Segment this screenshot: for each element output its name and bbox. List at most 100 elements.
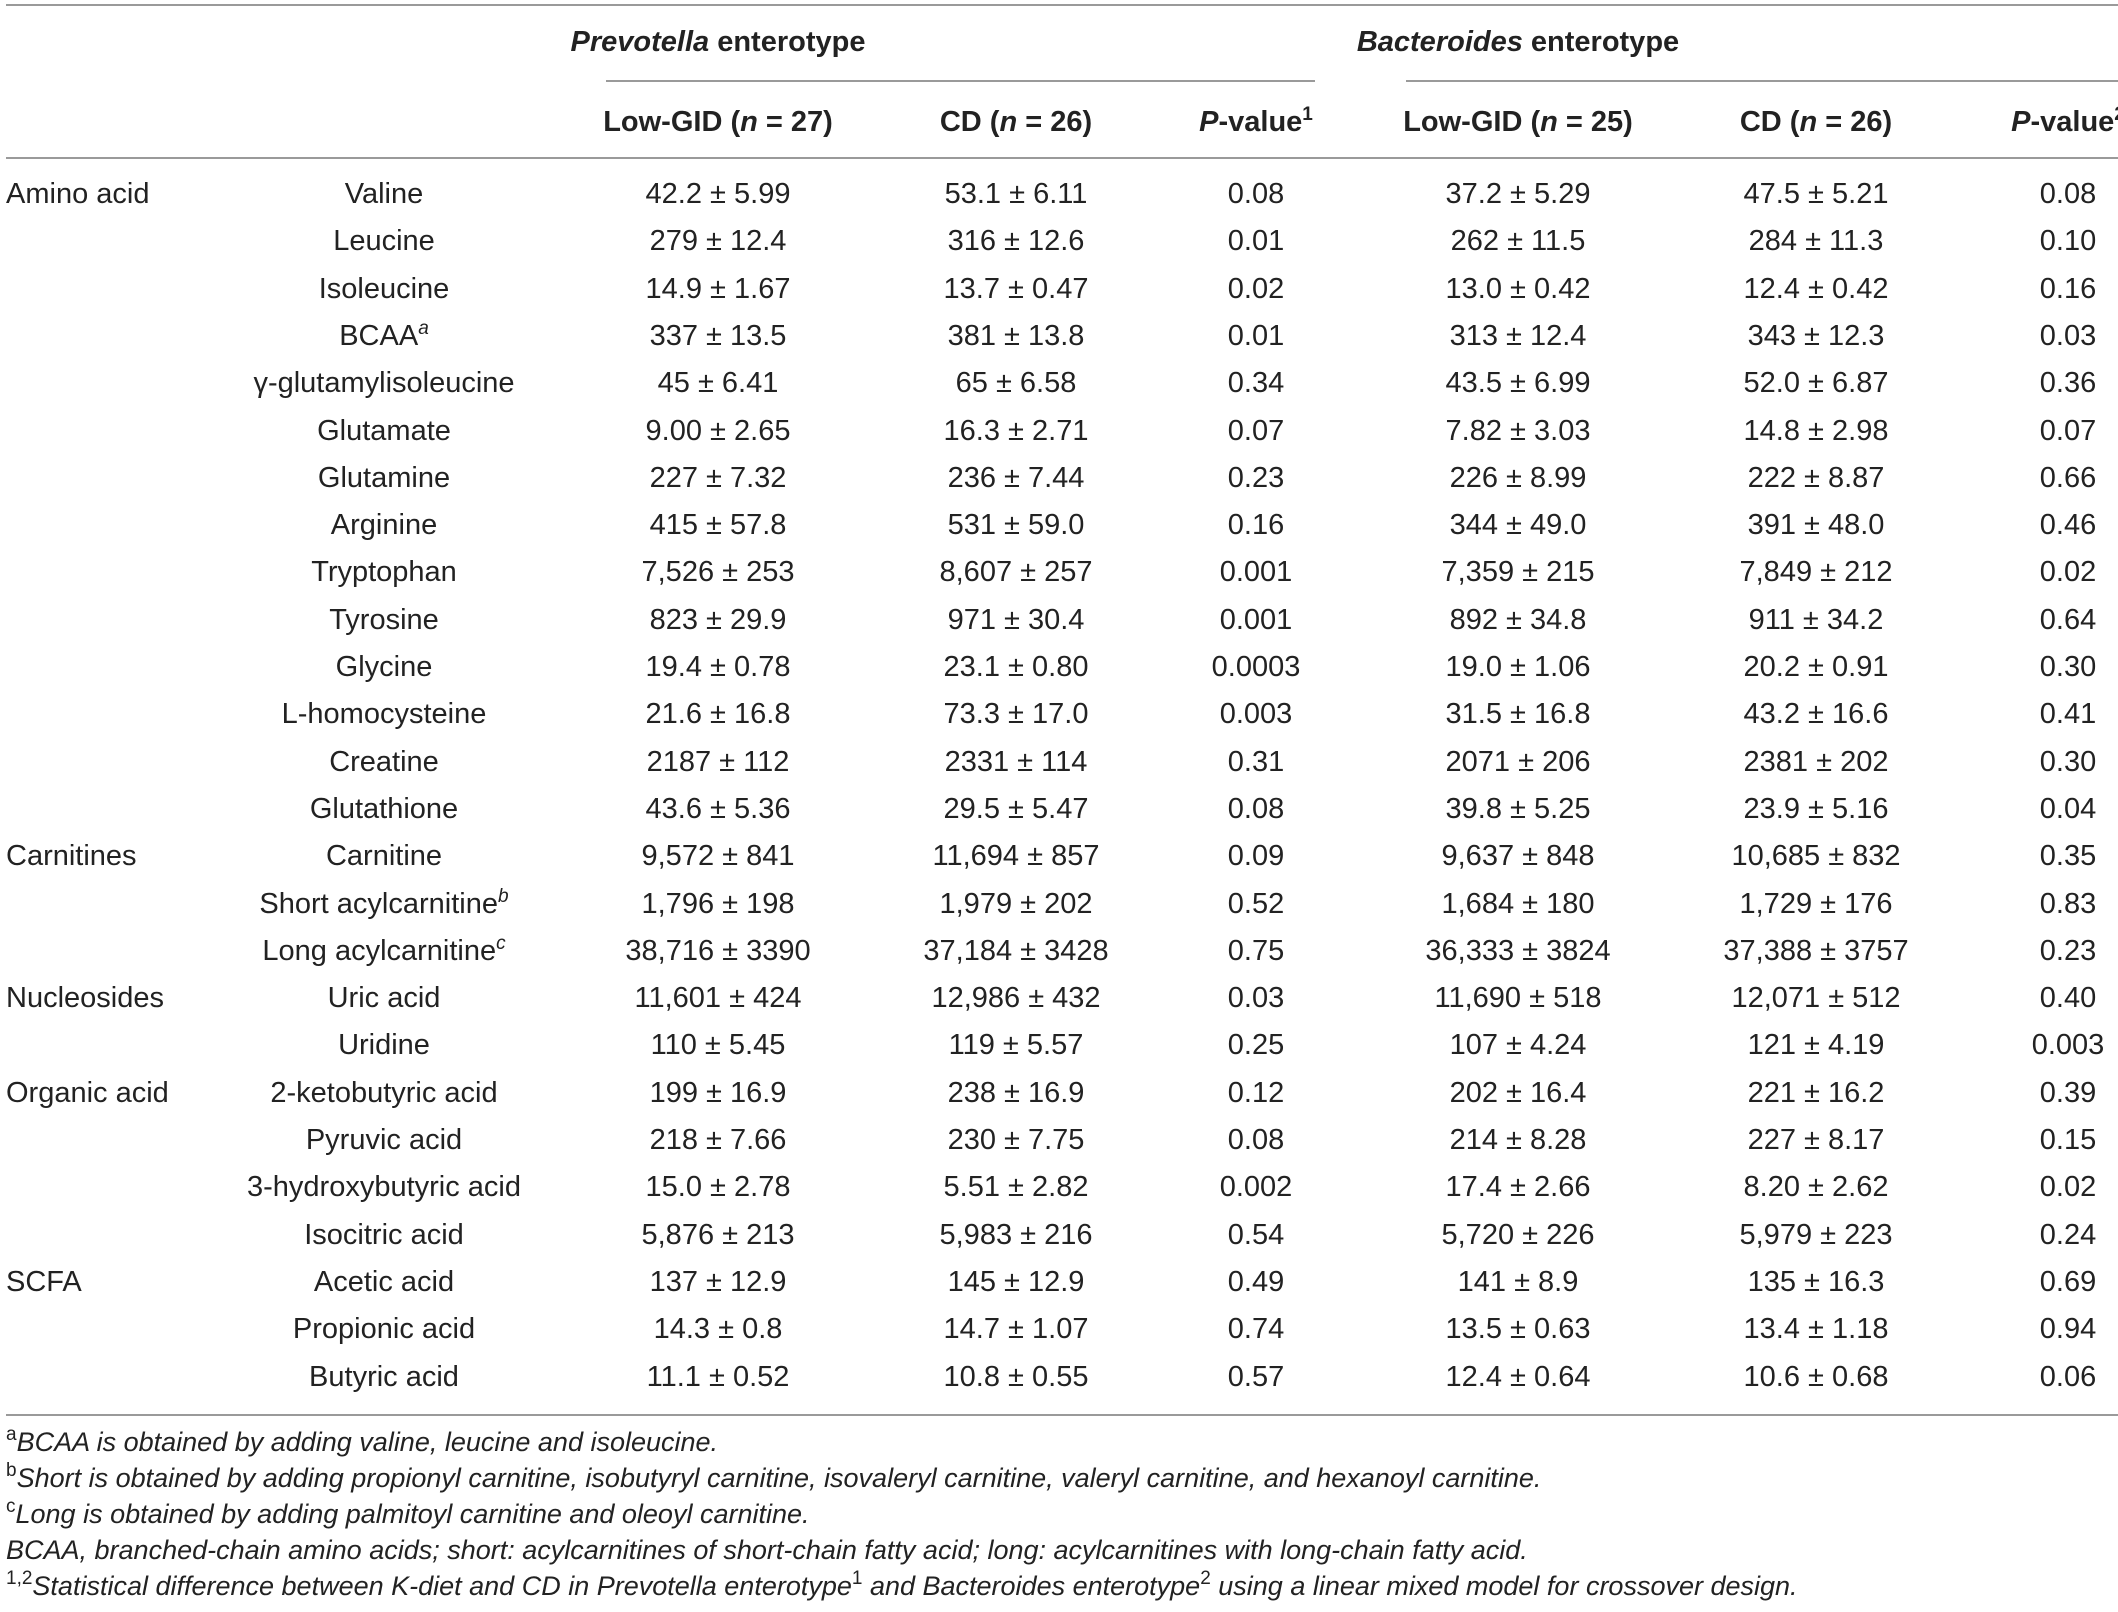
value-pvalue-bacteroides: 0.30 [2039,746,2097,778]
value-lowgid-prevotella: 45 ± 6.41 [657,367,779,399]
value-cd-bacteroides: 227 ± 8.17 [1747,1124,1885,1156]
category-label: Organic acid [6,1077,169,1109]
metabolite-name: BCAAa [339,318,429,352]
value-cd-bacteroides: 135 ± 16.3 [1747,1266,1885,1298]
value-lowgid-prevotella: 15.0 ± 2.78 [645,1171,791,1203]
value-cd-prevotella: 5.51 ± 2.82 [943,1171,1089,1203]
value-cd-prevotella: 16.3 ± 2.71 [943,415,1089,447]
metabolite-name: Isocitric acid [304,1219,464,1251]
metabolite-name: Leucine [333,225,435,257]
value-cd-bacteroides: 13.4 ± 1.18 [1743,1313,1889,1345]
value-pvalue-prevotella: 0.74 [1227,1313,1285,1345]
metabolite-name: Carnitine [325,840,443,872]
column-header-pvalue-bacteroides: P-value2 [2011,105,2118,138]
column-header-cd-bacteroides: CD (n = 26) [1739,106,1893,138]
metabolite-name: Arginine [330,509,438,541]
footnote-c: cLong is obtained by adding palmitoyl ca… [6,1496,810,1529]
value-cd-prevotella: 5,983 ± 216 [939,1219,1093,1251]
category-label: Amino acid [6,178,150,210]
value-pvalue-bacteroides: 0.15 [2039,1124,2097,1156]
value-cd-bacteroides: 10.6 ± 0.68 [1743,1361,1889,1393]
value-lowgid-prevotella: 14.3 ± 0.8 [653,1313,783,1345]
footnote-a: aBCAA is obtained by adding valine, leuc… [6,1424,719,1457]
value-cd-bacteroides: 47.5 ± 5.21 [1743,178,1889,210]
value-cd-bacteroides: 121 ± 4.19 [1747,1029,1885,1061]
metabolite-name: Uric acid [327,982,441,1014]
value-lowgid-prevotella: 11,601 ± 424 [634,982,802,1014]
value-cd-prevotella: 971 ± 30.4 [947,604,1085,636]
value-lowgid-prevotella: 19.4 ± 0.78 [645,651,791,683]
value-cd-bacteroides: 43.2 ± 16.6 [1743,698,1889,730]
value-lowgid-bacteroides: 37.2 ± 5.29 [1445,178,1591,210]
column-header-pvalue-prevotella: P-value1 [1199,104,1313,138]
value-lowgid-prevotella: 823 ± 29.9 [649,604,787,636]
metabolite-name: Glutamine [317,462,451,494]
metabolite-name: Uridine [338,1029,430,1061]
value-lowgid-prevotella: 227 ± 7.32 [649,462,787,494]
value-lowgid-bacteroides: 214 ± 8.28 [1449,1124,1587,1156]
value-pvalue-prevotella: 0.07 [1227,415,1285,447]
value-lowgid-bacteroides: 7.82 ± 3.03 [1445,415,1591,447]
value-lowgid-bacteroides: 12.4 ± 0.64 [1445,1361,1591,1393]
value-pvalue-prevotella: 0.57 [1227,1361,1285,1393]
footnote-b: bShort is obtained by adding propionyl c… [6,1460,1542,1493]
metabolite-name: Tryptophan [311,556,457,588]
metabolite-name: Isoleucine [318,273,450,305]
value-lowgid-prevotella: 7,526 ± 253 [641,556,795,588]
value-lowgid-bacteroides: 19.0 ± 1.06 [1445,651,1591,683]
value-cd-prevotella: 316 ± 12.6 [947,225,1085,257]
value-lowgid-bacteroides: 2071 ± 206 [1445,746,1591,778]
metabolite-name: Acetic acid [313,1266,455,1298]
value-lowgid-bacteroides: 262 ± 11.5 [1450,225,1586,257]
value-pvalue-prevotella: 0.23 [1227,462,1285,494]
value-pvalue-bacteroides: 0.30 [2039,651,2097,683]
value-pvalue-bacteroides: 0.23 [2039,935,2097,967]
footnote-abbreviations: BCAA, branched-chain amino acids; short:… [6,1535,1528,1565]
value-cd-prevotella: 11,694 ± 857 [932,840,1100,872]
value-pvalue-bacteroides: 0.83 [2039,888,2097,920]
footnote-statistics: 1,2Statistical difference between K-diet… [6,1568,1798,1601]
category-label: SCFA [6,1266,82,1298]
value-lowgid-bacteroides: 9,637 ± 848 [1441,840,1595,872]
value-pvalue-bacteroides: 0.24 [2039,1219,2097,1251]
value-pvalue-prevotella: 0.002 [1219,1171,1293,1203]
value-lowgid-bacteroides: 141 ± 8.9 [1457,1266,1579,1298]
value-cd-bacteroides: 343 ± 12.3 [1747,320,1885,352]
value-cd-bacteroides: 37,388 ± 3757 [1723,935,1909,967]
value-pvalue-bacteroides: 0.46 [2039,509,2097,541]
column-header-lowgid-bacteroides: Low-GID (n = 25) [1403,106,1633,138]
value-cd-bacteroides: 10,685 ± 832 [1731,840,1901,872]
value-cd-bacteroides: 20.2 ± 0.91 [1743,651,1889,683]
value-lowgid-bacteroides: 7,359 ± 215 [1441,556,1595,588]
value-pvalue-prevotella: 0.49 [1227,1266,1285,1298]
value-pvalue-bacteroides: 0.003 [2031,1029,2105,1061]
value-cd-prevotella: 14.7 ± 1.07 [943,1313,1089,1345]
value-lowgid-prevotella: 1,796 ± 198 [641,888,795,920]
value-lowgid-bacteroides: 13.5 ± 0.63 [1445,1313,1591,1345]
value-lowgid-prevotella: 337 ± 13.5 [649,320,787,352]
value-cd-prevotella: 12,986 ± 432 [931,982,1101,1014]
column-header-cd-prevotella: CD (n = 26) [939,106,1093,138]
value-pvalue-bacteroides: 0.41 [2039,698,2097,730]
group-header-prevotella: Prevotella enterotype [570,26,866,58]
value-pvalue-prevotella: 0.54 [1227,1219,1285,1251]
value-pvalue-prevotella: 0.02 [1227,273,1285,305]
value-cd-bacteroides: 222 ± 8.87 [1747,462,1885,494]
value-cd-prevotella: 531 ± 59.0 [947,509,1085,541]
value-lowgid-prevotella: 137 ± 12.9 [649,1266,787,1298]
value-lowgid-prevotella: 9,572 ± 841 [641,840,795,872]
metabolite-name: L-homocysteine [281,698,487,730]
value-pvalue-bacteroides: 0.02 [2039,1171,2097,1203]
value-pvalue-bacteroides: 0.39 [2039,1077,2097,1109]
value-pvalue-bacteroides: 0.06 [2039,1361,2097,1393]
value-pvalue-bacteroides: 0.64 [2039,604,2097,636]
metabolite-name: Pyruvic acid [305,1124,463,1156]
value-cd-prevotella: 230 ± 7.75 [947,1124,1085,1156]
value-cd-bacteroides: 1,729 ± 176 [1739,888,1893,920]
table-bottom-rule [6,1414,2118,1416]
value-lowgid-prevotella: 43.6 ± 5.36 [645,793,791,825]
value-pvalue-bacteroides: 0.66 [2039,462,2097,494]
value-cd-prevotella: 8,607 ± 257 [939,556,1093,588]
value-lowgid-bacteroides: 11,690 ± 518 [1434,982,1602,1014]
